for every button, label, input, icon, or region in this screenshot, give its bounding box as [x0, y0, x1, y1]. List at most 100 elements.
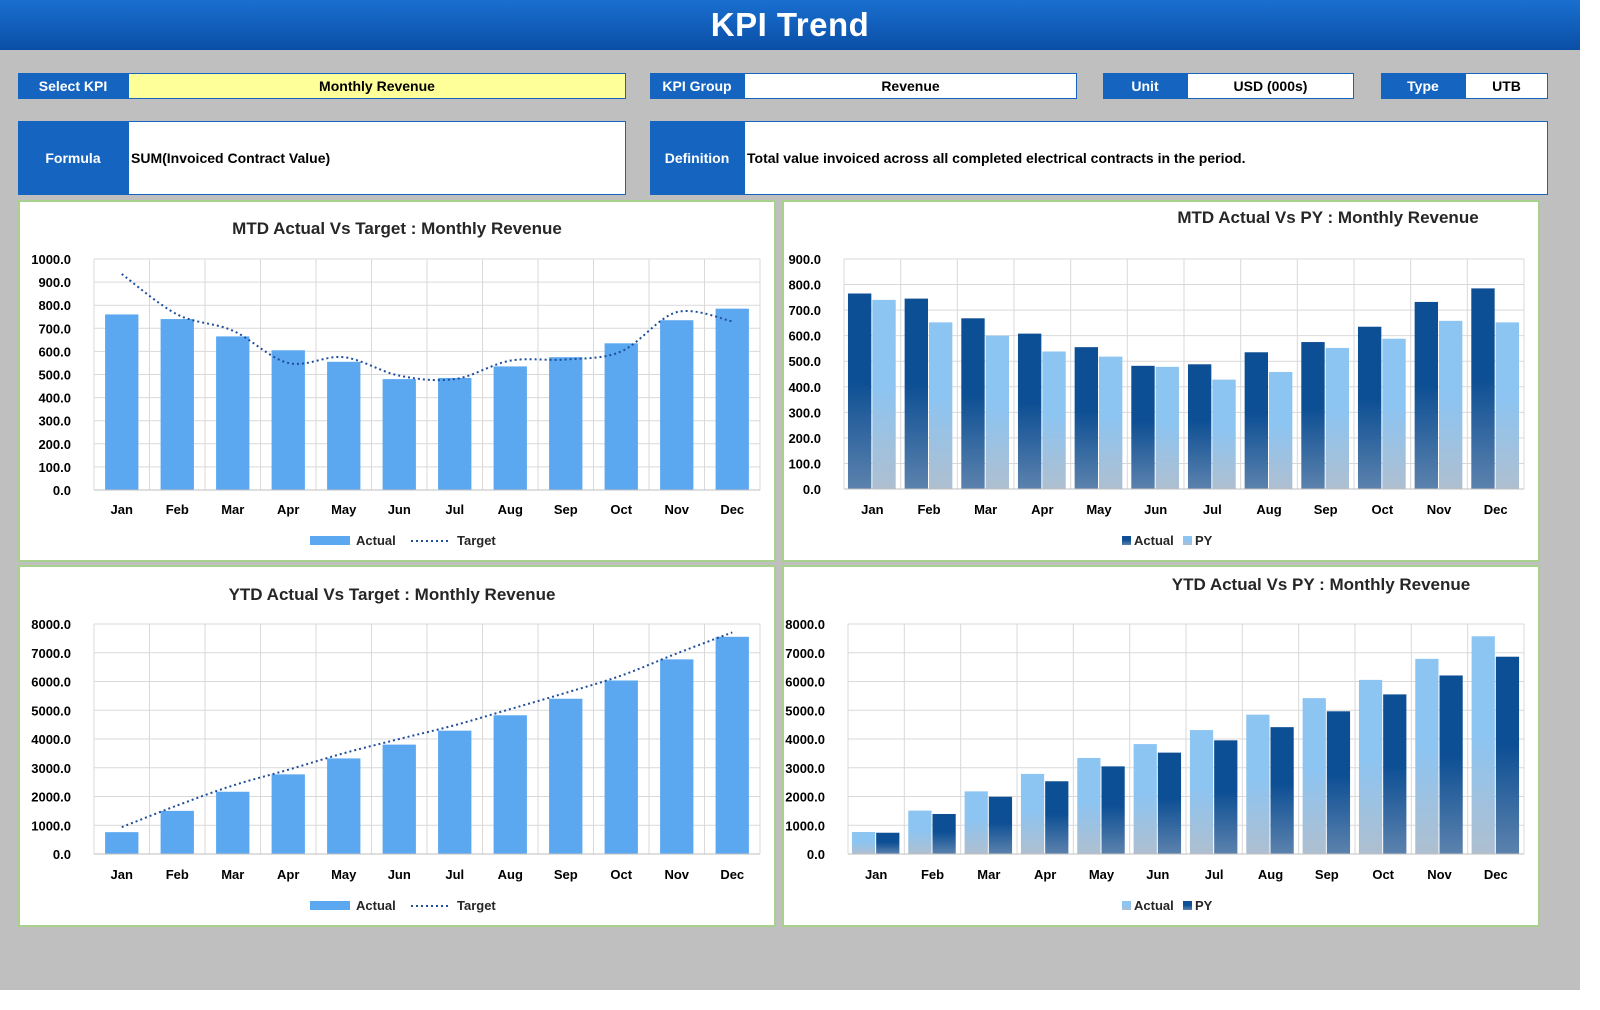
bar-actual	[1187, 364, 1212, 489]
bar-actual	[160, 810, 194, 854]
bar-actual	[1077, 757, 1101, 854]
bar-py	[985, 335, 1010, 489]
bar-actual	[549, 698, 583, 854]
x-tick-label: Feb	[166, 502, 189, 517]
x-tick-label: Nov	[1427, 867, 1452, 882]
definition-label: Definition	[650, 121, 744, 195]
bar-actual	[715, 636, 749, 854]
bar-py	[876, 832, 900, 854]
bar-actual	[216, 791, 250, 854]
x-tick-label: Dec	[1484, 867, 1508, 882]
x-tick-label: Dec	[1484, 502, 1508, 517]
definition-value: Total value invoiced across all complete…	[744, 121, 1548, 195]
x-tick-label: May	[331, 502, 357, 517]
y-tick-label: 200.0	[38, 437, 71, 452]
x-tick-label: Nov	[1427, 502, 1452, 517]
y-tick-label: 1000.0	[31, 252, 71, 267]
y-tick-label: 0.0	[53, 847, 71, 862]
bar-actual	[1131, 365, 1155, 489]
y-tick-label: 300.0	[788, 405, 821, 420]
x-tick-label: Aug	[1258, 867, 1283, 882]
bar-py	[1157, 752, 1182, 854]
chart-title: YTD Actual Vs PY : Monthly Revenue	[1172, 575, 1471, 594]
x-tick-label: Dec	[720, 867, 744, 882]
x-tick-label: Sep	[554, 867, 578, 882]
legend-swatch-py	[1183, 536, 1192, 545]
bar-py	[1383, 694, 1407, 854]
bar-py	[1325, 347, 1350, 489]
x-tick-label: May	[331, 867, 357, 882]
line-target	[121, 631, 733, 829]
dashboard-sheet: KPI Trend Select KPI Monthly Revenue KPI…	[0, 0, 1580, 990]
bar-actual	[1244, 352, 1268, 489]
y-tick-label: 400.0	[788, 380, 821, 395]
x-tick-label: Apr	[277, 867, 299, 882]
y-tick-label: 1000.0	[785, 818, 825, 833]
bar-actual	[1302, 698, 1326, 854]
select-kpi-label: Select KPI	[18, 73, 128, 99]
x-tick-label: Jul	[445, 867, 464, 882]
bar-actual	[327, 758, 361, 854]
chart-mtd-actual-vs-target-svg: MTD Actual Vs Target : Monthly Revenue 0.…	[31, 219, 761, 548]
chart-title: MTD Actual Vs Target : Monthly Revenue	[232, 219, 562, 238]
y-tick-label: 900.0	[38, 275, 71, 290]
x-tick-label: Oct	[1372, 867, 1394, 882]
unit-value: USD (000s)	[1187, 73, 1354, 99]
y-tick-label: 800.0	[788, 278, 821, 293]
bar-actual	[493, 366, 527, 490]
bar-actual	[1414, 301, 1438, 489]
bar-py	[1214, 740, 1238, 854]
bar-py	[932, 813, 956, 854]
x-tick-label: Sep	[554, 502, 578, 517]
bar-actual	[382, 379, 416, 490]
x-tick-label: Jan	[111, 867, 133, 882]
x-tick-label: Feb	[166, 867, 189, 882]
y-tick-label: 700.0	[788, 303, 821, 318]
x-tick-label: Nov	[664, 502, 689, 517]
legend-label-target: Target	[457, 533, 496, 548]
bar-actual	[1189, 730, 1214, 854]
y-tick-label: 700.0	[38, 321, 71, 336]
bar-py	[872, 299, 896, 489]
bar-actual	[1017, 333, 1042, 489]
bar-py	[1326, 711, 1351, 854]
bar-actual	[438, 730, 472, 854]
type-label: Type	[1381, 73, 1465, 99]
legend-label-actual: Actual	[356, 898, 396, 913]
bar-actual	[105, 314, 139, 490]
x-tick-label: Feb	[917, 502, 940, 517]
select-kpi-dropdown[interactable]: Monthly Revenue	[128, 73, 626, 99]
chart-title: YTD Actual Vs Target : Monthly Revenue	[229, 585, 556, 604]
x-tick-label: Mar	[977, 867, 1000, 882]
legend-label-actual: Actual	[356, 533, 396, 548]
y-tick-label: 300.0	[38, 414, 71, 429]
y-tick-label: 5000.0	[31, 703, 71, 718]
bar-actual	[660, 320, 694, 490]
x-tick-label: Jan	[111, 502, 133, 517]
y-tick-label: 3000.0	[31, 761, 71, 776]
bar-actual	[1133, 744, 1157, 854]
y-tick-label: 8000.0	[31, 617, 71, 632]
bar-py	[1155, 366, 1180, 489]
chart-ytd-actual-vs-py-svg: YTD Actual Vs PY : Monthly Revenue 0.0 100…	[785, 575, 1525, 913]
select-kpi-field: Select KPI Monthly Revenue	[18, 73, 626, 99]
y-tick-label: 0.0	[53, 483, 71, 498]
x-tick-label: Oct	[1371, 502, 1393, 517]
x-tick-label: Feb	[921, 867, 944, 882]
y-tick-label: 900.0	[788, 252, 821, 267]
x-tick-label: Jun	[388, 502, 411, 517]
bar-actual	[438, 377, 472, 490]
bar-actual	[715, 308, 749, 490]
y-tick-label: 0.0	[803, 482, 821, 497]
y-tick-label: 600.0	[788, 329, 821, 344]
y-tick-label: 3000.0	[785, 761, 825, 776]
legend-label-actual: Actual	[1134, 533, 1174, 548]
x-tick-label: Jan	[861, 502, 883, 517]
bar-py	[1101, 766, 1125, 854]
kpi-group-field: KPI Group Revenue	[650, 73, 1077, 99]
y-tick-label: 1000.0	[31, 818, 71, 833]
chart-ytd-actual-vs-py: YTD Actual Vs PY : Monthly Revenue 0.0 100…	[782, 565, 1540, 927]
x-tick-label: Oct	[610, 867, 632, 882]
x-tick-label: Jul	[445, 502, 464, 517]
bar-py	[988, 796, 1013, 854]
